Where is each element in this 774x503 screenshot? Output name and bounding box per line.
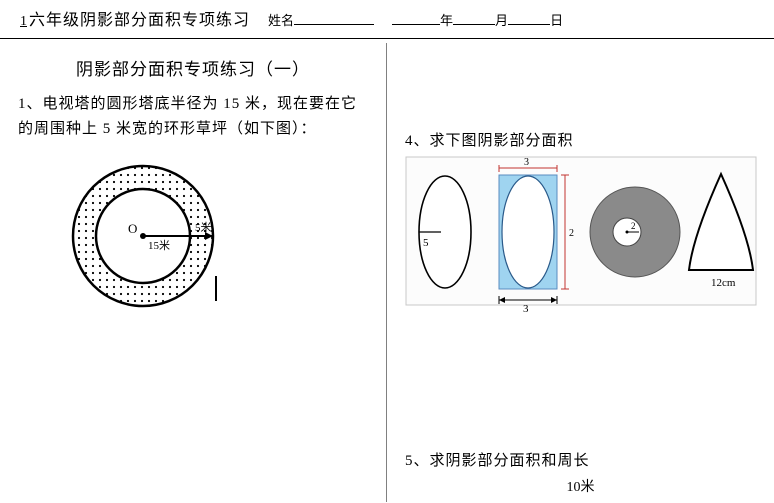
question-5-dim: 10米 [405,476,756,496]
left-cutoff-text [20,484,24,500]
left-column: 阴影部分面积专项练习（一） 1、电视塔的圆形塔底半径为 15 米，现在要在它的周… [0,39,386,502]
day-label: 日 [550,11,563,32]
name-blank [294,24,374,25]
svg-text:5: 5 [423,237,429,249]
question-1-figure: O 5米 15米 [48,151,368,326]
month-blank [453,24,495,25]
name-label: 姓名 [268,11,294,32]
shape-annulus: 2 [590,187,680,277]
worksheet-title: 六年级阴影部分面积专项练习 [29,8,250,34]
year-blank [392,24,440,25]
section-subtitle: 阴影部分面积专项练习（一） [18,55,368,80]
svg-text:2: 2 [569,228,574,239]
question-5-label: 5、求阴影部分面积和周长 [405,449,756,470]
fifteen-m-label: 15米 [148,239,170,252]
year-label: 年 [440,11,453,32]
svg-text:2: 2 [631,221,636,231]
day-blank [508,24,550,25]
right-column: 4、求下图阴影部分面积 5 3 [387,39,774,502]
svg-text:12cm: 12cm [711,277,736,289]
worksheet-header: 1 六年级阴影部分面积专项练习 姓名 年 月 日 [0,0,774,39]
question-4-figure: 5 3 2 [405,156,756,321]
page-number: 1 [20,11,27,33]
month-label: 月 [495,11,508,32]
svg-text:3: 3 [523,303,529,315]
q4-svg: 5 3 2 [405,156,757,316]
question-4-label: 4、求下图阴影部分面积 [405,129,756,150]
ring-svg: O 5米 15米 [48,151,258,321]
five-m-label: 5米 [195,221,212,234]
shape-ellipse: 5 [419,176,471,288]
question-1-text: 1、电视塔的圆形塔底半径为 15 米，现在要在它的周围种上 5 米宽的环形草坪（… [18,92,368,143]
question-5-block: 5、求阴影部分面积和周长 10米 [405,449,756,496]
center-o-label: O [128,221,137,236]
content-columns: 阴影部分面积专项练习（一） 1、电视塔的圆形塔底半径为 15 米，现在要在它的周… [0,39,774,502]
svg-text:3: 3 [524,157,529,168]
